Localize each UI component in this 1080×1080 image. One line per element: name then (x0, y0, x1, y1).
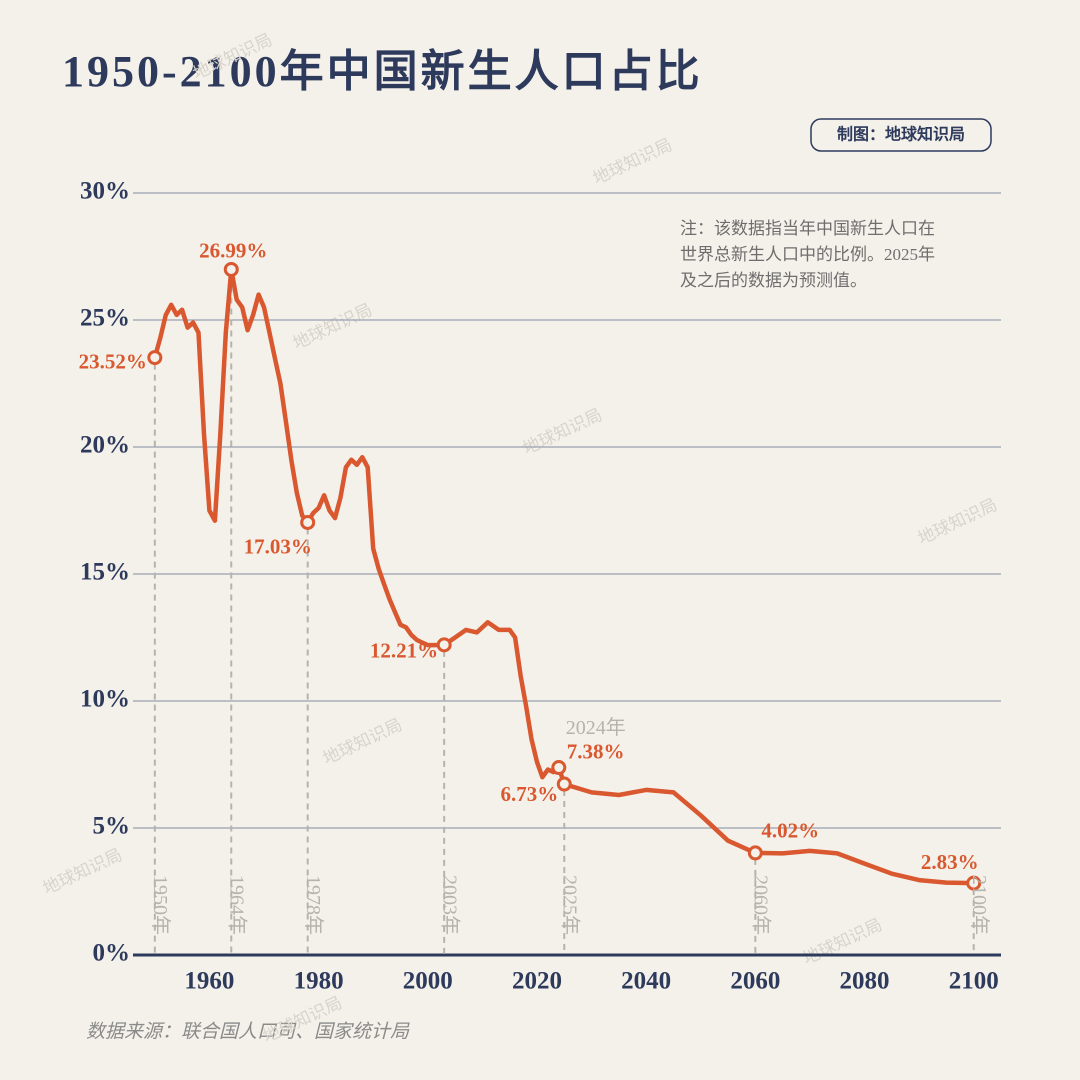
x-tick-label: 2100 (949, 968, 999, 995)
x-tick-label: 2020 (512, 968, 562, 995)
credit-box (810, 118, 992, 152)
data-line (152, 267, 976, 886)
x-tick-label: 2060 (730, 968, 780, 995)
value-label: 26.99% (199, 238, 267, 262)
y-tick-label: 30% (80, 178, 130, 205)
year-label: 1964年 (226, 875, 249, 935)
callout-year: 2024年 (566, 716, 626, 739)
x-tick-label: 2080 (840, 968, 890, 995)
value-label: 23.52% (79, 349, 147, 373)
value-label: 4.02% (761, 819, 819, 843)
value-label: 17.03% (244, 534, 312, 558)
x-tick-label: 2000 (403, 968, 453, 995)
highlight-point (147, 350, 163, 366)
note: 及之后的数据为预测值。 (680, 271, 867, 290)
y-tick-label: 0% (93, 940, 131, 967)
y-tick-label: 25% (80, 305, 130, 332)
source: 数据来源：联合国人口司、国家统计局 (86, 1020, 410, 1042)
highlight-point (747, 845, 763, 861)
note: 世界总新生人口中的比例。2025年 (680, 245, 935, 264)
value-label: 6.73% (501, 782, 559, 806)
callout-value: 7.38% (567, 739, 625, 763)
year-label: 2003年 (439, 875, 462, 935)
highlight-point (223, 261, 239, 277)
highlight-point (966, 875, 982, 891)
x-tick-label: 1960 (184, 968, 234, 995)
year-label: 1978年 (302, 875, 325, 935)
highlight-point (551, 760, 567, 776)
year-label: 1950年 (149, 875, 172, 935)
highlight-point (556, 776, 572, 792)
y-tick-label: 15% (80, 559, 130, 586)
highlight-point (436, 637, 452, 653)
chart-title: 1950-2100年中国新生人口占比 (62, 47, 703, 96)
year-label: 2025年 (559, 875, 582, 935)
value-label: 12.21% (370, 639, 438, 663)
highlight-point (300, 514, 316, 530)
x-tick-label: 1980 (294, 968, 344, 995)
y-tick-label: 10% (80, 686, 130, 713)
y-tick-label: 5% (93, 813, 131, 840)
year-label: 2100年 (968, 875, 991, 935)
x-tick-label: 2040 (621, 968, 671, 995)
value-label: 2.83% (921, 850, 979, 874)
note: 注：该数据指当年中国新生人口在 (680, 219, 935, 238)
credit: 制图：地球知识局 (837, 125, 965, 144)
y-tick-label: 20% (80, 432, 130, 459)
year-label: 2060年 (750, 875, 773, 935)
